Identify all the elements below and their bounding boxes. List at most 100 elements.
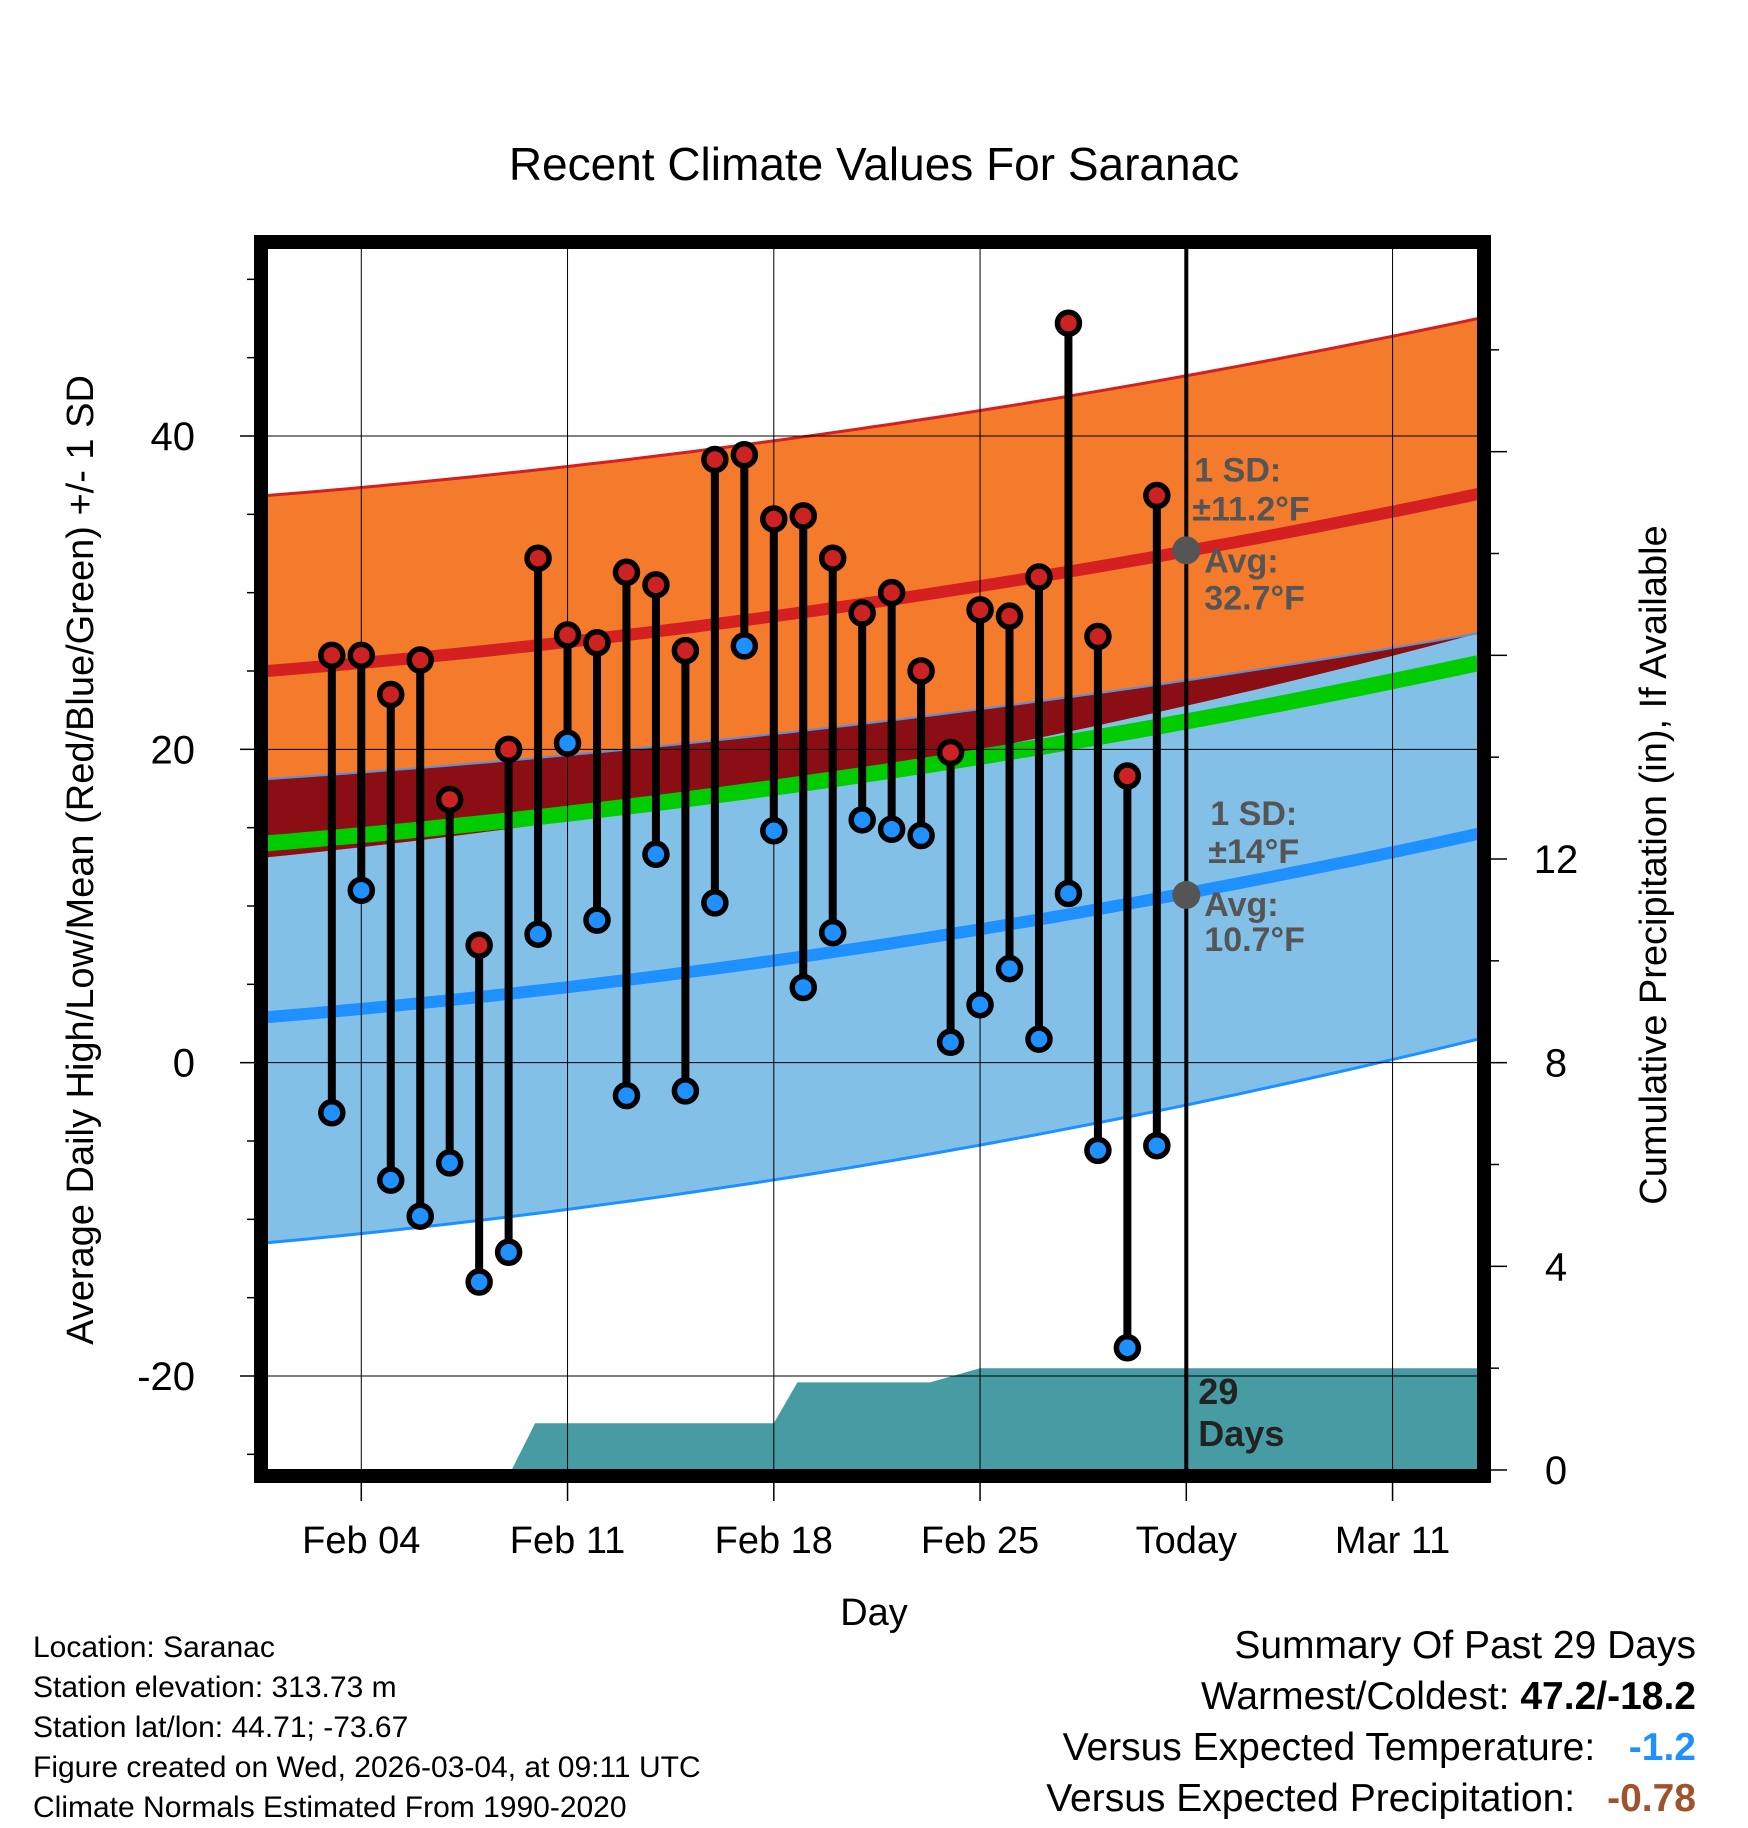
summary-title: Summary Of Past 29 Days <box>1234 1624 1696 1667</box>
daily-high-point <box>377 680 405 709</box>
low-avg-marker <box>1172 881 1201 910</box>
daily-high-point <box>730 441 759 469</box>
daily-high-point <box>406 646 434 674</box>
precip-diff-label: Versus Expected Precipitation: <box>1046 1777 1576 1820</box>
low-avg-value: 10.7°F <box>1204 921 1305 959</box>
latlon-text: Station lat/lon: 44.71; -73.67 <box>33 1711 409 1744</box>
x-tick-label: Feb 18 <box>715 1520 833 1562</box>
daily-low-point <box>553 729 582 757</box>
daily-low-point <box>406 1202 434 1230</box>
daily-high-point <box>848 599 876 627</box>
y2-tick-label: 8 <box>1545 1042 1567 1086</box>
normal-high-line <box>267 488 1478 677</box>
daily-low-point <box>1143 1131 1171 1160</box>
temp-diff-value: -1.2 <box>1628 1726 1696 1769</box>
low-sd-value: ±14°F <box>1208 833 1299 871</box>
daily-high-point <box>612 558 641 587</box>
daily-low-point <box>730 632 759 660</box>
daily-high-point <box>760 505 788 533</box>
daily-low-point <box>907 821 935 850</box>
x-axis-label: Day <box>840 1592 908 1634</box>
daily-high-point <box>465 931 493 959</box>
daily-low-point <box>701 889 729 917</box>
daily-low-point <box>760 817 788 845</box>
daily-low-point <box>848 806 876 834</box>
precip-diff-value: -0.78 <box>1607 1777 1696 1820</box>
summary-warm-cold: Warmest/Coldest: 47.2/-18.2 <box>1046 1671 1696 1722</box>
daily-high-point <box>818 544 847 572</box>
normals-text: Climate Normals Estimated From 1990-2020 <box>33 1791 627 1824</box>
normal-mean-line <box>267 655 1478 852</box>
daily-high-point <box>1025 563 1053 591</box>
summary-precip: Versus Expected Precipitation: -0.78 <box>1046 1773 1696 1824</box>
temp-diff-label: Versus Expected Temperature: <box>1062 1726 1596 1769</box>
daily-high-point <box>966 596 994 624</box>
high-avg-label: Avg: <box>1204 542 1278 580</box>
low-avg-label: Avg: <box>1204 886 1278 924</box>
y2-tick-label: 12 <box>1534 838 1579 882</box>
high-avg-value: 32.7°F <box>1204 579 1305 617</box>
daily-high-point <box>1054 309 1083 337</box>
daily-low-point <box>612 1081 641 1110</box>
daily-low-point <box>583 906 611 934</box>
daily-low-point <box>377 1166 405 1194</box>
y-tick-label: 20 <box>151 728 196 772</box>
x-tick-label: Today <box>1136 1520 1237 1562</box>
y2-tick-label: 0 <box>1545 1449 1567 1493</box>
daily-high-point <box>347 641 376 670</box>
x-tick-label: Mar 11 <box>1335 1520 1450 1562</box>
daily-high-point <box>583 629 611 657</box>
daily-high-point <box>995 602 1024 630</box>
high-minus-sd-line <box>267 632 1478 781</box>
station-info: Location: Saranac Station elevation: 313… <box>33 1628 701 1828</box>
daily-high-point <box>877 578 906 607</box>
high-avg-marker <box>1172 536 1201 565</box>
daily-high-point <box>435 785 464 814</box>
high-sd-label: 1 SD: <box>1194 451 1281 489</box>
y-tick-label: 0 <box>173 1042 195 1086</box>
daily-low-point <box>642 840 670 869</box>
daily-low-point <box>936 1028 965 1057</box>
daily-high-point <box>701 445 729 474</box>
warm-cold-value: 47.2/-18.2 <box>1520 1675 1696 1718</box>
daily-low-point <box>494 1238 523 1266</box>
daily-high-point <box>524 544 552 572</box>
daily-low-point <box>347 876 376 905</box>
daily-high-point <box>553 621 582 649</box>
daily-low-point <box>465 1268 493 1296</box>
daily-high-point <box>318 641 346 670</box>
daily-low-point <box>671 1077 700 1105</box>
days-word-label: Days <box>1198 1413 1284 1454</box>
low-sd-band <box>267 633 1478 1243</box>
plot-frame <box>254 235 1491 1483</box>
y-axis-label-right: Cumulative Precipitation (in), If Availa… <box>1633 525 1675 1204</box>
y-tick-label: 40 <box>151 415 196 459</box>
daily-high-point <box>1143 481 1171 510</box>
daily-high-point <box>1084 622 1112 651</box>
daily-high-point <box>671 636 700 665</box>
x-tick-label: Feb 04 <box>302 1520 420 1562</box>
daily-low-point <box>818 918 847 947</box>
high-plus-sd-line <box>267 317 1478 497</box>
summary-temp: Versus Expected Temperature: -1.2 <box>1046 1722 1696 1773</box>
high-sd-value: ±11.2°F <box>1192 490 1309 528</box>
normal-low-line <box>267 828 1478 1024</box>
daily-low-point <box>1084 1136 1112 1165</box>
daily-high-point <box>1113 762 1142 790</box>
days-count-label: 29 <box>1198 1371 1238 1412</box>
daily-low-point <box>435 1149 464 1177</box>
overlap-band <box>267 633 1478 858</box>
cumulative-precip-area <box>267 1368 1478 1470</box>
y-axis-label-left: Average Daily High/Low/Mean (Red/Blue/Gr… <box>60 375 102 1345</box>
y-tick-label: -20 <box>137 1355 195 1399</box>
daily-low-point <box>524 920 552 948</box>
location-text: Location: Saranac <box>33 1631 275 1664</box>
warm-cold-label: Warmest/Coldest: <box>1201 1675 1510 1718</box>
y2-tick-label: 4 <box>1545 1245 1567 1289</box>
elevation-text: Station elevation: 313.73 m <box>33 1671 397 1704</box>
daily-low-point <box>318 1099 346 1127</box>
daily-low-point <box>966 990 994 1019</box>
low-minus-sd-line <box>267 1037 1478 1245</box>
summary-panel: Summary Of Past 29 Days Warmest/Coldest:… <box>1046 1620 1696 1824</box>
daily-high-point <box>907 657 935 685</box>
